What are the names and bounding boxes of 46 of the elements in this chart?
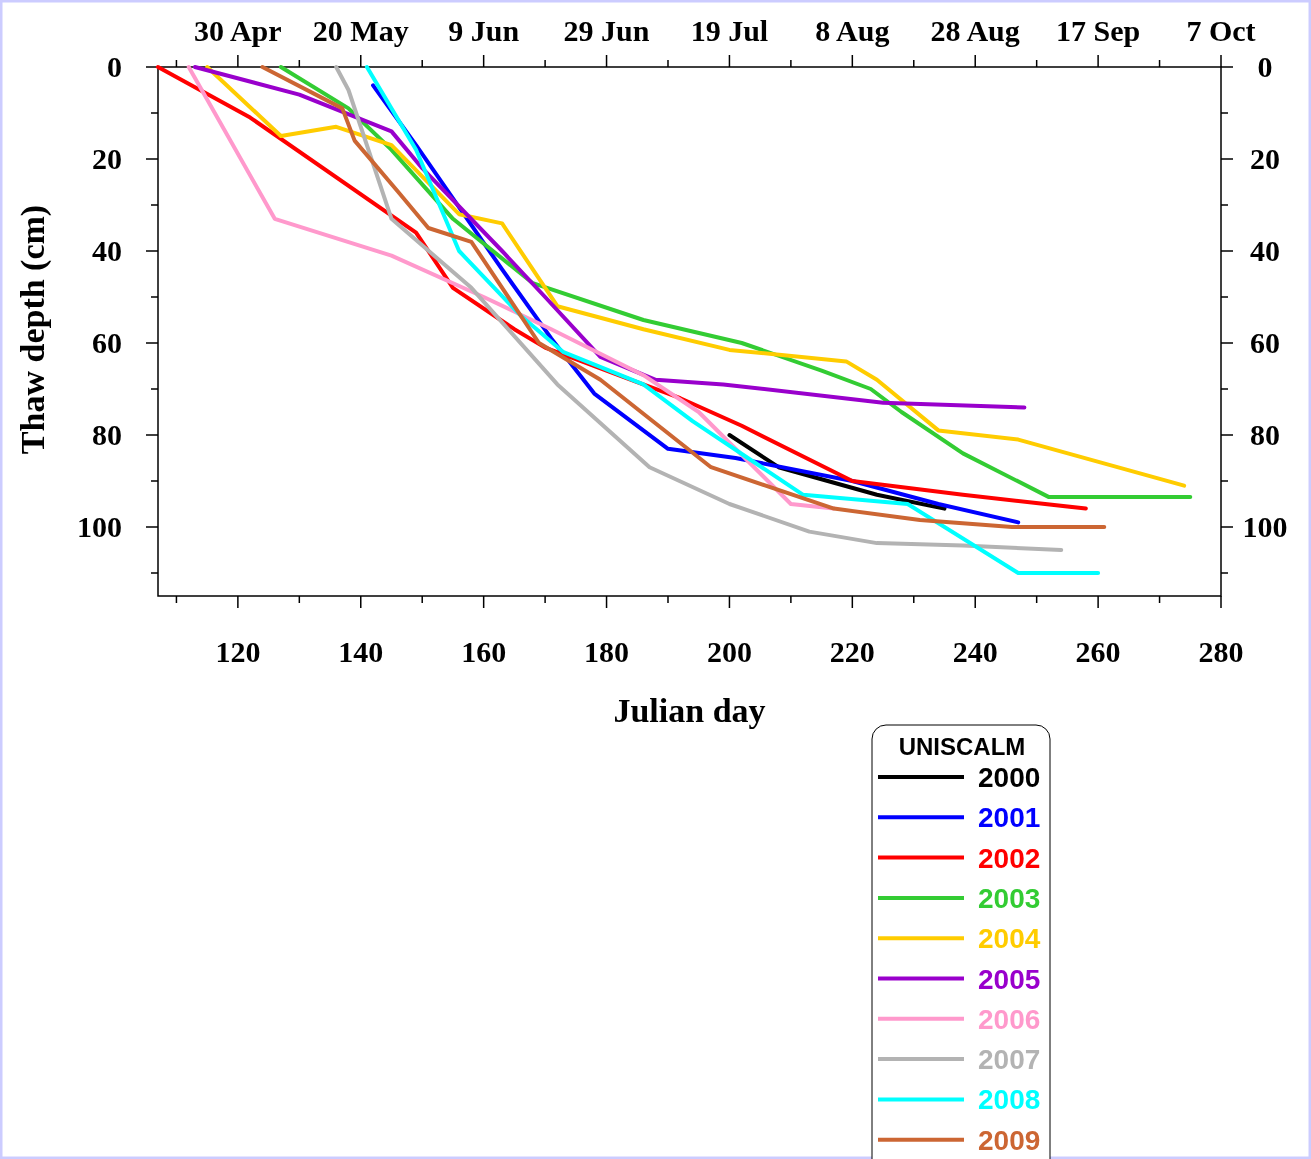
legend-label: 2002 [978,842,1041,874]
line-series [727,433,947,511]
x2-tick-label: 20 May [312,14,409,47]
legend-label: 2009 [978,1124,1041,1156]
x2-tick-label: 7 Oct [1186,14,1256,47]
x-tick-label: 200 [706,635,752,668]
y2-tick-label: 0 [1257,50,1273,83]
x2-tick-label: 29 Jun [563,14,650,47]
x-tick-label: 280 [1198,635,1244,668]
legend-label: 2008 [978,1084,1041,1116]
x-tick-label: 240 [952,635,998,668]
x-tick-label: 140 [338,635,384,668]
line-series [260,65,1107,529]
x2-tick-label: 28 Aug [930,14,1020,47]
x-tick-label: 160 [461,635,507,668]
x-tick-label: 180 [584,635,630,668]
x2-tick-label: 30 Apr [194,14,282,47]
y2-tick-label: 40 [1250,234,1280,267]
y-tick-label: 40 [92,234,122,267]
y-tick-label: 0 [107,50,122,83]
legend-title: UNISCALM [898,733,1026,760]
legend-label: 2000 [978,762,1041,793]
y-tick-label: 80 [92,418,122,451]
legend-label: 2006 [978,1003,1041,1035]
y2-tick-label: 20 [1250,142,1280,175]
y-axis-title: Thaw depth (cm) [14,204,52,455]
y-tick-label: 60 [92,326,122,359]
y-tick-label: 100 [77,510,122,543]
x2-tick-label: 17 Sep [1056,14,1141,47]
legend-label: 2003 [978,882,1041,914]
line-series [192,65,1027,410]
legend-label: 2004 [978,923,1041,955]
x-tick-label: 120 [215,635,261,668]
x-tick-label: 220 [829,635,875,668]
x2-tick-label: 19 Jul [690,14,769,47]
legend-label: 2005 [978,963,1041,995]
y2-tick-label: 80 [1250,418,1280,451]
y-tick-label: 20 [92,142,122,175]
x-tick-label: 260 [1075,635,1121,668]
legend-label: 2007 [978,1044,1041,1076]
x2-tick-label: 8 Aug [815,14,890,47]
y2-tick-label: 100 [1242,510,1288,543]
legend-label: 2001 [978,802,1041,834]
x2-tick-label: 9 Jun [448,14,520,47]
x-axis-title: Julian day [613,692,766,729]
y2-tick-label: 60 [1250,326,1280,359]
